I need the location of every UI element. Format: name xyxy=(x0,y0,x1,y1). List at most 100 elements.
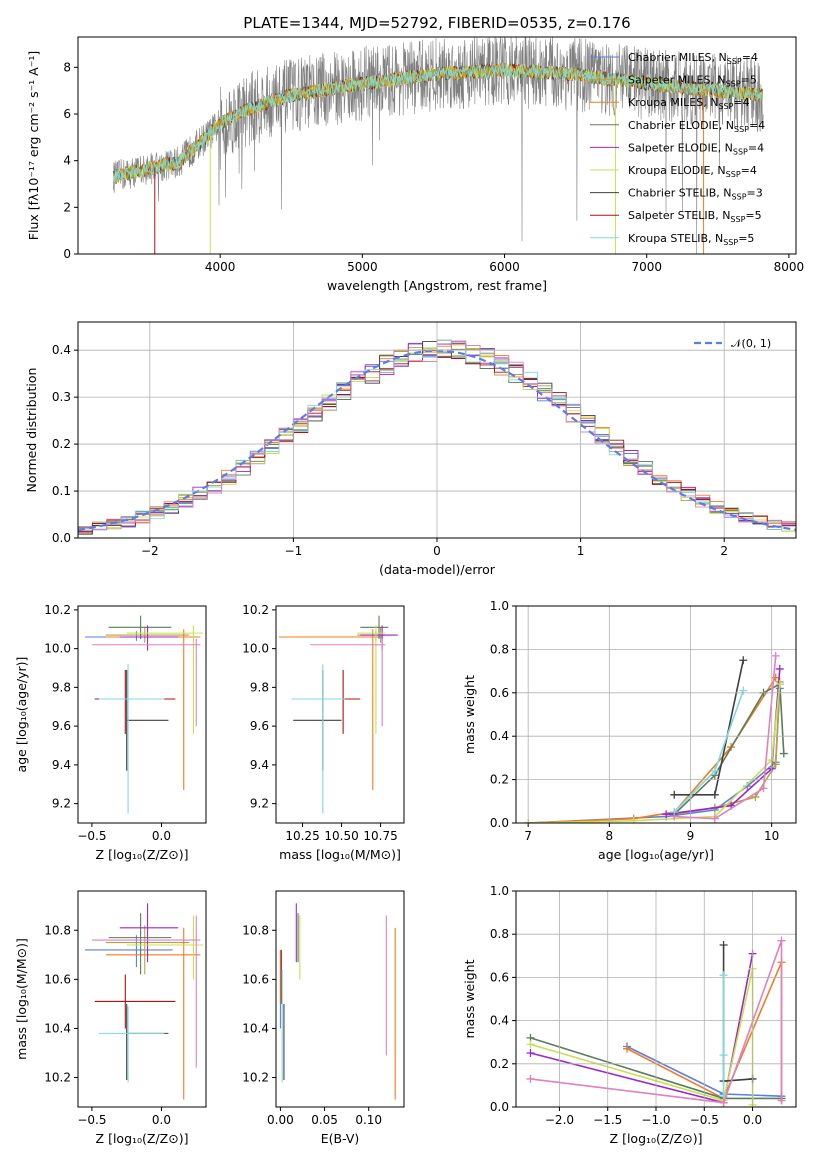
x-tick-label: 6000 xyxy=(489,260,520,274)
mass-weight-marker xyxy=(751,792,760,801)
x-tick-label: 1 xyxy=(577,544,585,558)
spectrum-legend: Chabrier MILES, NSSP=4 Salpeter MILES, NS… xyxy=(590,51,765,247)
y-tick-label: 0.3 xyxy=(52,390,71,404)
y-tick-label: 0.0 xyxy=(52,531,71,545)
mass-weight-vs-age-panel: 7 8 9 10 0.0 0.2 0.4 0.6 0.8 1.0 age [log₁₀(age/yr… xyxy=(462,599,797,862)
y-axis-label: age [log₁₀(age/yr)] xyxy=(14,657,29,773)
x-tick-label: 0.10 xyxy=(355,1113,382,1127)
mass-weight-marker xyxy=(662,810,671,819)
y-tick-label: 0.4 xyxy=(490,1014,509,1028)
mass-weight-marker xyxy=(719,971,728,980)
y-tick-label: 6 xyxy=(63,107,71,121)
y-tick-label: 9.8 xyxy=(52,680,71,694)
x-tick-label: −1.5 xyxy=(593,1113,622,1127)
mass-weight-vs-Z-panel: −2.0 −1.5 −1.0 −0.5 0.0 0.0 0.2 0.4 0.6 0.8 1.0 Z [… xyxy=(462,884,797,1146)
model-spectrum xyxy=(113,62,764,183)
mass-weight-marker xyxy=(623,1044,632,1053)
mass-weight-marker xyxy=(777,936,786,945)
axes-frame xyxy=(275,605,405,824)
y-tick-label: 0.6 xyxy=(490,686,509,700)
legend-entry: 𝒩(0, 1) xyxy=(731,337,771,350)
y-tick-label: 0.4 xyxy=(490,729,509,743)
y-tick-label: 0.0 xyxy=(490,1100,509,1114)
y-tick-label: 9.4 xyxy=(250,758,269,772)
x-tick-label: −2.0 xyxy=(545,1113,574,1127)
mass-weight-marker xyxy=(771,651,780,660)
y-tick-label: 4 xyxy=(63,154,71,168)
mass-weight-marker xyxy=(759,784,768,793)
x-tick-label: 0.05 xyxy=(311,1113,338,1127)
axes-frame xyxy=(77,890,207,1108)
x-tick-label: 10.50 xyxy=(324,829,358,843)
x-tick-label: 10.25 xyxy=(285,829,319,843)
age-vs-Z-panel: −0.5 0.0 9.2 9.4 9.6 9.8 10.0 10.2 Z [log₁₀(Z/Z⊙… xyxy=(14,603,207,862)
y-tick-label: 10.2 xyxy=(242,603,269,617)
spectrum-plot-area xyxy=(113,37,764,254)
y-tick-label: 9.2 xyxy=(52,797,71,811)
x-tick-label: 7000 xyxy=(631,260,662,274)
y-tick-label: 0.2 xyxy=(490,1057,509,1071)
x-tick-label: 0.0 xyxy=(743,1113,762,1127)
mass-vs-EBV-plot-area xyxy=(279,903,396,1100)
legend-entry: Salpeter STELIB, NSSP=5 xyxy=(628,209,762,224)
mass-weight-marker xyxy=(710,814,719,823)
spectrum-panel: 4000 5000 6000 7000 8000 0 2 4 6 8 wavelength [Ang… xyxy=(26,36,804,293)
mass-weight-marker xyxy=(775,664,784,673)
mass-weight-marker xyxy=(775,680,784,689)
y-tick-label: 0 xyxy=(63,247,71,261)
x-tick-label: 0.00 xyxy=(267,1113,294,1127)
mass-weight-marker xyxy=(777,1096,786,1105)
axes-frame xyxy=(515,890,797,1108)
y-axis-label: mass weight xyxy=(462,959,477,1038)
axes-frame xyxy=(77,321,797,539)
y-tick-label: 10.0 xyxy=(44,642,71,656)
y-tick-label: 10.0 xyxy=(242,642,269,656)
mass-weight-marker xyxy=(739,686,748,695)
x-tick-label: −2 xyxy=(141,544,159,558)
y-tick-label: 10.2 xyxy=(44,1071,71,1085)
axes-frame xyxy=(77,605,207,824)
mass-weight-marker xyxy=(719,941,728,949)
axes-frame xyxy=(77,36,797,255)
x-tick-label: 2 xyxy=(720,544,728,558)
mass-weight-vs-age-plot-area xyxy=(524,651,788,823)
y-tick-label: 9.8 xyxy=(250,680,269,694)
y-tick-label: 10.2 xyxy=(44,603,71,617)
mass-weight-marker xyxy=(779,749,788,758)
mass-vs-EBV-panel: 0.00 0.05 0.10 10.2 10.4 10.6 10.8 E(B-V) xyxy=(242,890,405,1146)
y-tick-label: 0.2 xyxy=(490,773,509,787)
x-axis-label: mass [log₁₀(M/M⊙)] xyxy=(279,847,401,862)
y-tick-label: 2 xyxy=(63,200,71,214)
mass-weight-line xyxy=(528,688,781,823)
y-tick-label: 9.2 xyxy=(250,797,269,811)
x-tick-label: 0 xyxy=(433,544,441,558)
y-axis-label: mass weight xyxy=(462,675,477,754)
mass-weight-marker xyxy=(670,812,679,821)
y-tick-label: 9.4 xyxy=(52,758,71,772)
mass-weight-line xyxy=(530,968,754,1105)
age-vs-mass-panel: 10.25 10.50 10.75 9.2 9.4 9.6 9.8 10.0 10.2 mass … xyxy=(242,603,405,862)
age-vs-Z-plot-area xyxy=(84,615,204,814)
x-tick-label: −0.5 xyxy=(77,1113,106,1127)
y-tick-label: 10.8 xyxy=(242,923,269,937)
x-tick-label: 0.0 xyxy=(152,1113,171,1127)
model-spectrum xyxy=(113,62,764,182)
x-axis-label: wavelength [Angstrom, rest frame] xyxy=(327,278,547,293)
legend-entry: Chabrier ELODIE, NSSP=4 xyxy=(628,119,765,134)
legend-entry: Kroupa STELIB, NSSP=5 xyxy=(628,232,754,247)
mass-weight-marker xyxy=(719,1051,728,1060)
mass-vs-Z-plot-area xyxy=(84,903,204,1100)
x-tick-label: 0.0 xyxy=(152,829,171,843)
mass-weight-marker xyxy=(739,656,748,665)
residuals-panel: −2 −1 0 1 2 0.0 0.1 0.2 0.3 0.4 (data-model)/error… xyxy=(24,321,797,577)
mass-weight-marker xyxy=(719,1098,728,1107)
axes-frame xyxy=(275,890,405,1108)
legend-entry: Chabrier STELIB, NSSP=3 xyxy=(628,187,763,202)
figure-title: PLATE=1344, MJD=52792, FIBERID=0535, z=0… xyxy=(243,14,630,32)
mass-weight-marker xyxy=(629,816,638,823)
y-axis-label: Flux [fλ10⁻¹⁷ erg cm⁻² s⁻¹ A⁻¹] xyxy=(26,51,41,240)
y-tick-label: 0.1 xyxy=(52,484,71,498)
axes-frame xyxy=(515,605,797,824)
x-axis-label: age [log₁₀(age/yr)] xyxy=(598,847,714,862)
y-tick-label: 1.0 xyxy=(490,884,509,898)
